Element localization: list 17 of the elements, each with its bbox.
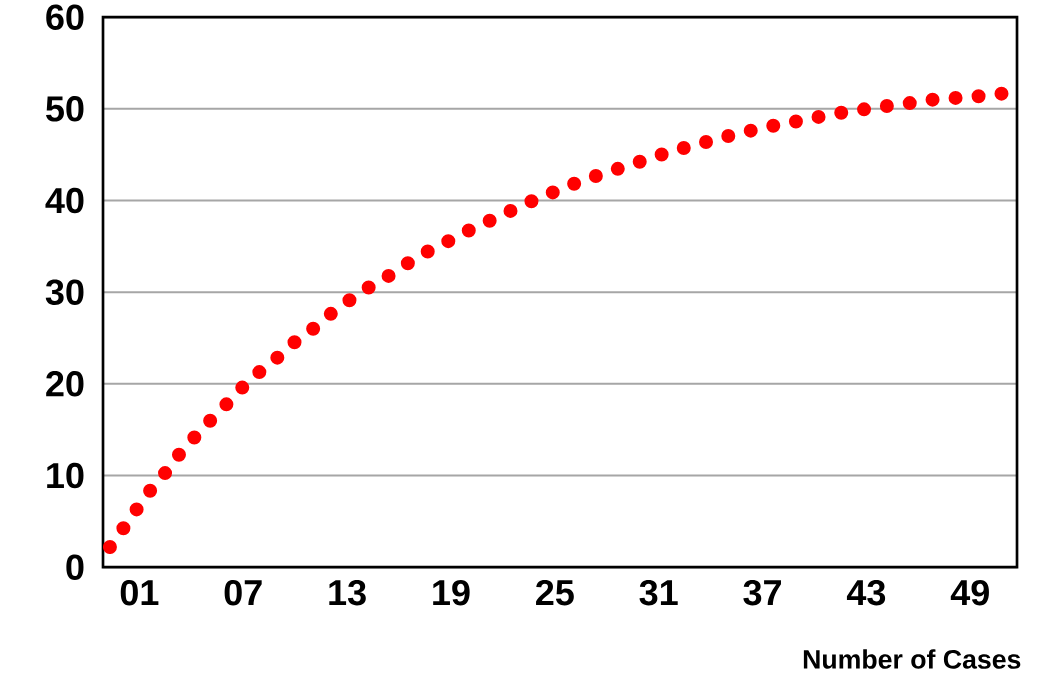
x-tick-label: 13 [329,579,366,606]
x-tick-label: 01 [120,579,159,606]
x-tick-label: 43 [846,579,886,606]
y-tick-label: 20 [46,371,84,397]
y-tick-label: 60 [46,4,84,30]
x-axis-title: Number of Cases [803,649,1021,669]
x-tick-label: 25 [536,579,574,606]
x-tick-label: 37 [743,579,781,606]
x-tick-label: 49 [950,579,989,606]
y-tick-label: 10 [47,462,84,489]
y-tick-label: 0 [66,554,84,580]
y-tick-label: 40 [45,187,84,214]
x-tick-label: 07 [224,579,262,606]
x-tick-label: 19 [433,579,470,606]
x-tick-label: 31 [639,579,678,606]
y-tick-label: 50 [46,96,84,122]
y-tick-label: 30 [45,279,84,305]
